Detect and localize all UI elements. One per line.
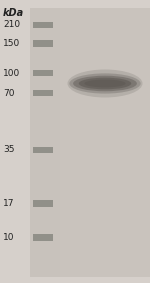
FancyBboxPatch shape	[60, 8, 150, 277]
FancyBboxPatch shape	[33, 147, 52, 153]
Text: 210: 210	[3, 20, 20, 29]
FancyBboxPatch shape	[30, 8, 150, 277]
Ellipse shape	[84, 80, 126, 87]
FancyBboxPatch shape	[33, 70, 52, 76]
Text: 35: 35	[3, 145, 15, 155]
Text: 100: 100	[3, 69, 20, 78]
FancyBboxPatch shape	[33, 90, 52, 96]
Text: kDa: kDa	[3, 8, 24, 18]
Ellipse shape	[73, 76, 137, 91]
FancyBboxPatch shape	[33, 200, 52, 207]
Text: 150: 150	[3, 39, 20, 48]
Ellipse shape	[79, 78, 131, 89]
Text: 17: 17	[3, 199, 15, 208]
FancyBboxPatch shape	[33, 234, 52, 241]
FancyBboxPatch shape	[33, 40, 52, 47]
Ellipse shape	[69, 73, 141, 94]
Text: 70: 70	[3, 89, 15, 98]
Text: 10: 10	[3, 233, 15, 242]
FancyBboxPatch shape	[33, 22, 52, 28]
Ellipse shape	[68, 70, 142, 97]
